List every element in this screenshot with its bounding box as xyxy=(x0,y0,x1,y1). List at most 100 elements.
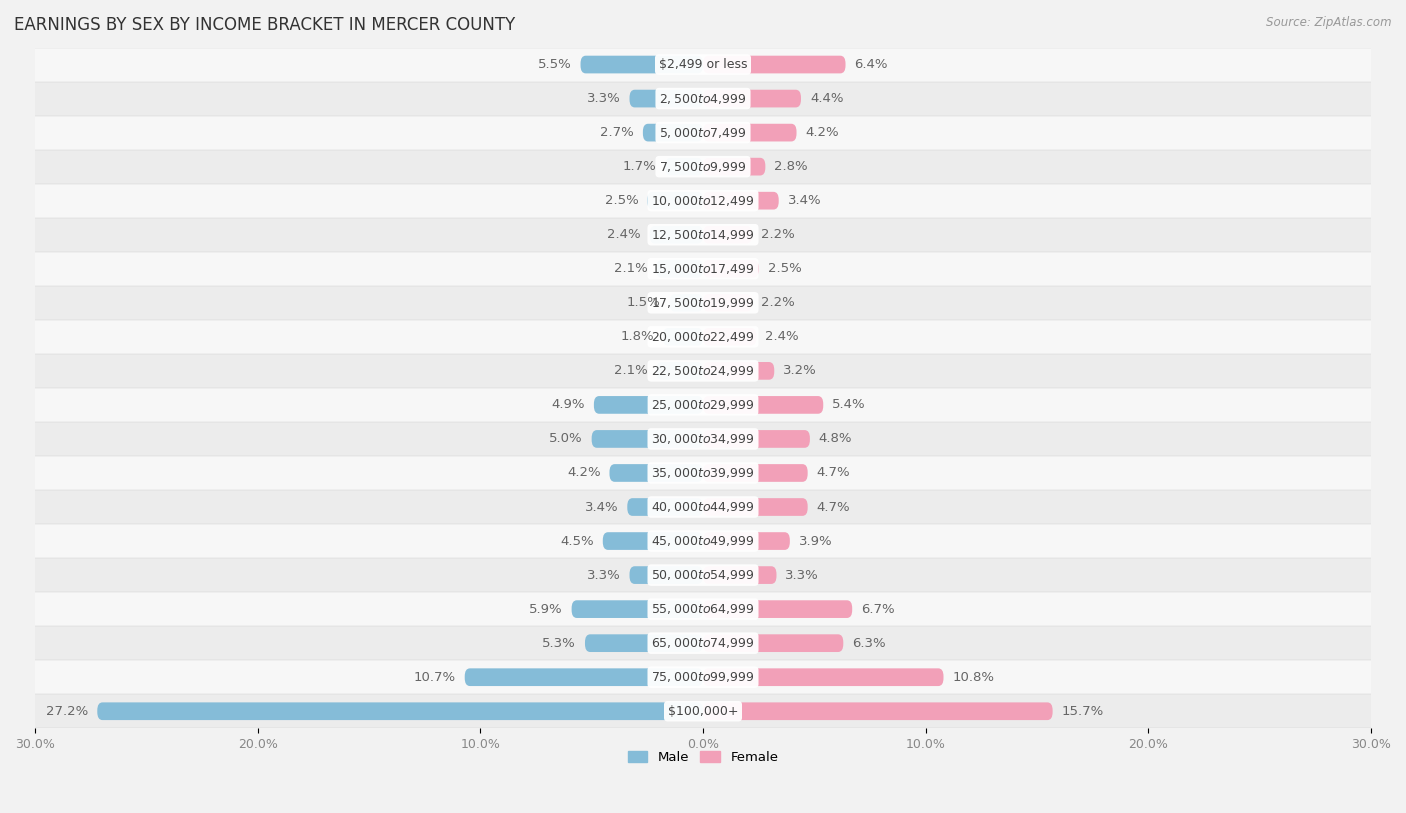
FancyBboxPatch shape xyxy=(465,668,703,686)
FancyBboxPatch shape xyxy=(703,668,943,686)
Text: 6.7%: 6.7% xyxy=(860,602,894,615)
Bar xyxy=(35,115,1371,150)
FancyBboxPatch shape xyxy=(609,464,703,482)
Text: $5,000 to $7,499: $5,000 to $7,499 xyxy=(659,126,747,140)
Text: 5.3%: 5.3% xyxy=(543,637,576,650)
FancyBboxPatch shape xyxy=(650,226,703,244)
Text: 2.1%: 2.1% xyxy=(613,263,647,276)
FancyBboxPatch shape xyxy=(703,533,790,550)
Text: $55,000 to $64,999: $55,000 to $64,999 xyxy=(651,602,755,616)
Text: $30,000 to $34,999: $30,000 to $34,999 xyxy=(651,432,755,446)
Bar xyxy=(35,150,1371,184)
FancyBboxPatch shape xyxy=(603,533,703,550)
Bar xyxy=(35,524,1371,558)
Text: 1.7%: 1.7% xyxy=(623,160,657,173)
Text: $22,500 to $24,999: $22,500 to $24,999 xyxy=(651,364,755,378)
FancyBboxPatch shape xyxy=(572,600,703,618)
Text: 2.2%: 2.2% xyxy=(761,296,794,309)
Legend: Male, Female: Male, Female xyxy=(623,746,783,769)
FancyBboxPatch shape xyxy=(703,430,810,448)
Text: 4.5%: 4.5% xyxy=(560,535,593,547)
Text: 5.5%: 5.5% xyxy=(538,58,572,71)
FancyBboxPatch shape xyxy=(585,634,703,652)
Text: 3.3%: 3.3% xyxy=(586,92,620,105)
Text: $40,000 to $44,999: $40,000 to $44,999 xyxy=(651,500,755,514)
FancyBboxPatch shape xyxy=(627,498,703,516)
FancyBboxPatch shape xyxy=(662,328,703,346)
FancyBboxPatch shape xyxy=(703,260,759,277)
Bar xyxy=(35,218,1371,252)
FancyBboxPatch shape xyxy=(657,260,703,277)
Text: 4.9%: 4.9% xyxy=(551,398,585,411)
Text: $10,000 to $12,499: $10,000 to $12,499 xyxy=(651,193,755,207)
Bar xyxy=(35,660,1371,694)
Text: Source: ZipAtlas.com: Source: ZipAtlas.com xyxy=(1267,16,1392,29)
FancyBboxPatch shape xyxy=(647,192,703,210)
FancyBboxPatch shape xyxy=(703,158,765,176)
Text: $50,000 to $54,999: $50,000 to $54,999 xyxy=(651,568,755,582)
Bar xyxy=(35,592,1371,626)
Text: 5.0%: 5.0% xyxy=(550,433,582,446)
Bar xyxy=(35,320,1371,354)
Text: $2,500 to $4,999: $2,500 to $4,999 xyxy=(659,92,747,106)
Text: $45,000 to $49,999: $45,000 to $49,999 xyxy=(651,534,755,548)
Text: EARNINGS BY SEX BY INCOME BRACKET IN MERCER COUNTY: EARNINGS BY SEX BY INCOME BRACKET IN MER… xyxy=(14,16,516,34)
FancyBboxPatch shape xyxy=(643,124,703,141)
FancyBboxPatch shape xyxy=(703,498,807,516)
FancyBboxPatch shape xyxy=(669,294,703,311)
Bar xyxy=(35,184,1371,218)
FancyBboxPatch shape xyxy=(703,464,807,482)
FancyBboxPatch shape xyxy=(703,396,824,414)
FancyBboxPatch shape xyxy=(703,55,845,73)
FancyBboxPatch shape xyxy=(97,702,703,720)
Text: 2.4%: 2.4% xyxy=(607,228,641,241)
Text: $17,500 to $19,999: $17,500 to $19,999 xyxy=(651,296,755,310)
Text: 3.3%: 3.3% xyxy=(586,568,620,581)
Bar xyxy=(35,490,1371,524)
FancyBboxPatch shape xyxy=(703,566,776,584)
Text: $65,000 to $74,999: $65,000 to $74,999 xyxy=(651,636,755,650)
FancyBboxPatch shape xyxy=(703,124,797,141)
Text: 2.7%: 2.7% xyxy=(600,126,634,139)
Text: 4.7%: 4.7% xyxy=(817,501,851,514)
Bar xyxy=(35,626,1371,660)
Text: $25,000 to $29,999: $25,000 to $29,999 xyxy=(651,398,755,412)
Bar xyxy=(35,81,1371,115)
Text: 3.9%: 3.9% xyxy=(799,535,832,547)
Bar xyxy=(35,286,1371,320)
Bar xyxy=(35,558,1371,592)
Text: $7,500 to $9,999: $7,500 to $9,999 xyxy=(659,159,747,174)
Text: 2.8%: 2.8% xyxy=(775,160,808,173)
FancyBboxPatch shape xyxy=(703,226,752,244)
Text: 2.5%: 2.5% xyxy=(605,194,638,207)
FancyBboxPatch shape xyxy=(703,328,756,346)
Text: 10.7%: 10.7% xyxy=(413,671,456,684)
Text: 2.1%: 2.1% xyxy=(613,364,647,377)
FancyBboxPatch shape xyxy=(665,158,703,176)
Text: 2.2%: 2.2% xyxy=(761,228,794,241)
Text: 4.4%: 4.4% xyxy=(810,92,844,105)
Text: 4.8%: 4.8% xyxy=(818,433,852,446)
Text: 3.2%: 3.2% xyxy=(783,364,817,377)
Bar xyxy=(35,252,1371,286)
FancyBboxPatch shape xyxy=(703,702,1053,720)
Text: $2,499 or less: $2,499 or less xyxy=(659,58,747,71)
Text: 4.2%: 4.2% xyxy=(567,467,600,480)
Text: 15.7%: 15.7% xyxy=(1062,705,1104,718)
FancyBboxPatch shape xyxy=(593,396,703,414)
FancyBboxPatch shape xyxy=(592,430,703,448)
Text: 6.4%: 6.4% xyxy=(855,58,889,71)
FancyBboxPatch shape xyxy=(703,634,844,652)
Text: 2.4%: 2.4% xyxy=(765,330,799,343)
Text: $100,000+: $100,000+ xyxy=(668,705,738,718)
Text: 4.2%: 4.2% xyxy=(806,126,839,139)
Bar xyxy=(35,694,1371,728)
FancyBboxPatch shape xyxy=(581,55,703,73)
Text: 1.5%: 1.5% xyxy=(627,296,661,309)
Text: $35,000 to $39,999: $35,000 to $39,999 xyxy=(651,466,755,480)
Text: $15,000 to $17,499: $15,000 to $17,499 xyxy=(651,262,755,276)
Text: 1.8%: 1.8% xyxy=(620,330,654,343)
FancyBboxPatch shape xyxy=(703,600,852,618)
Text: 27.2%: 27.2% xyxy=(46,705,89,718)
Text: 6.3%: 6.3% xyxy=(852,637,886,650)
